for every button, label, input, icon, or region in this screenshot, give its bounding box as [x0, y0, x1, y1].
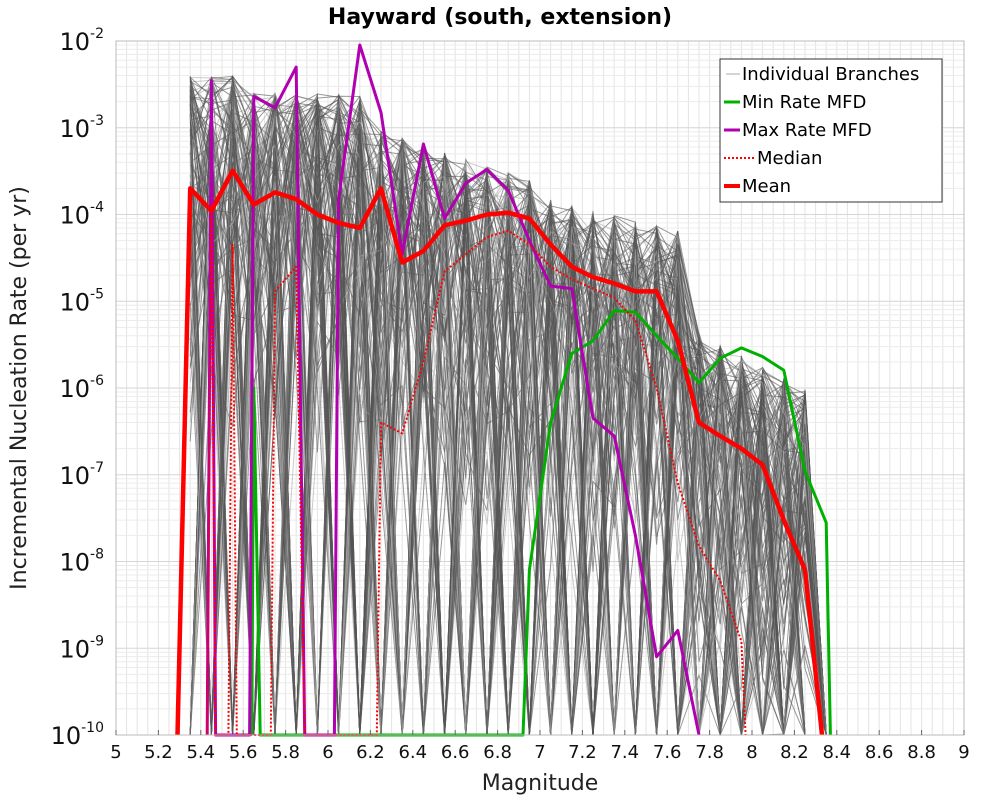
x-axis-ticks: 5 5.2 5.4 5.6 5.8 6 6.2 6.4 6.6 6.8 7 7.2 7.4 7.6 7.8 8…	[110, 730, 970, 763]
legend-entry-min-rate: Min Rate MFD	[742, 92, 866, 113]
x-tick-label: 6.6	[441, 742, 470, 763]
x-tick-label: 7.8	[695, 742, 724, 763]
x-tick-label: 8.8	[907, 742, 936, 763]
y-tick-label: 10-7	[59, 460, 104, 490]
series-line-3	[206, 213, 747, 736]
legend-entry-individual-branches: Individual Branches	[742, 64, 919, 85]
chart-title: Hayward (south, extension)	[328, 5, 672, 30]
y-tick-label: 10-2	[59, 26, 104, 56]
y-axis-ticks: 10-2 10-3 10-4 10-5 10-6 10-7 10-8 10-9 10-10	[51, 26, 105, 750]
x-tick-label: 6.8	[483, 742, 512, 763]
series-line-2	[205, 43, 701, 737]
x-tick-label: 7.6	[653, 742, 682, 763]
y-tick-label: 10-3	[59, 113, 104, 143]
x-tick-label: 5.4	[186, 742, 215, 763]
legend-box	[719, 58, 943, 203]
series-line-1	[250, 309, 832, 737]
x-axis-label: Magnitude	[482, 771, 599, 796]
x-tick-label: 6.4	[398, 742, 427, 763]
x-tick-label: 8	[746, 742, 757, 763]
legend-entry-max-rate: Max Rate MFD	[742, 120, 872, 141]
x-tick-label: 5	[110, 742, 121, 763]
y-tick-label: 10-8	[59, 547, 104, 577]
series-lines	[175, 43, 832, 737]
y-tick-label: 10-9	[59, 633, 104, 663]
legend-entry-mean: Mean	[742, 176, 791, 197]
x-tick-label: 5.8	[271, 742, 300, 763]
x-tick-label: 7.4	[610, 742, 639, 763]
x-tick-label: 7.2	[568, 742, 597, 763]
x-tick-label: 6	[322, 742, 333, 763]
y-tick-label: 10-5	[59, 286, 104, 316]
legend: Individual Branches Min Rate MFD Max Rat…	[719, 58, 943, 203]
x-tick-label: 9	[958, 742, 969, 763]
x-tick-label: 5.6	[229, 742, 258, 763]
x-tick-label: 6.2	[356, 742, 385, 763]
x-tick-label: 7	[534, 742, 545, 763]
x-tick-label: 8.6	[865, 742, 894, 763]
y-tick-label: 10-10	[51, 720, 104, 750]
x-tick-label: 8.2	[780, 742, 809, 763]
x-tick-label: 5.2	[144, 742, 173, 763]
branch-line	[189, 115, 827, 736]
legend-entry-median: Median	[757, 148, 822, 169]
series-line-4	[175, 168, 825, 736]
y-tick-label: 10-4	[59, 200, 104, 230]
y-axis-label: Incremental Nucleation Rate (per yr)	[7, 186, 32, 590]
y-tick-label: 10-6	[59, 373, 104, 403]
x-tick-label: 8.4	[822, 742, 851, 763]
